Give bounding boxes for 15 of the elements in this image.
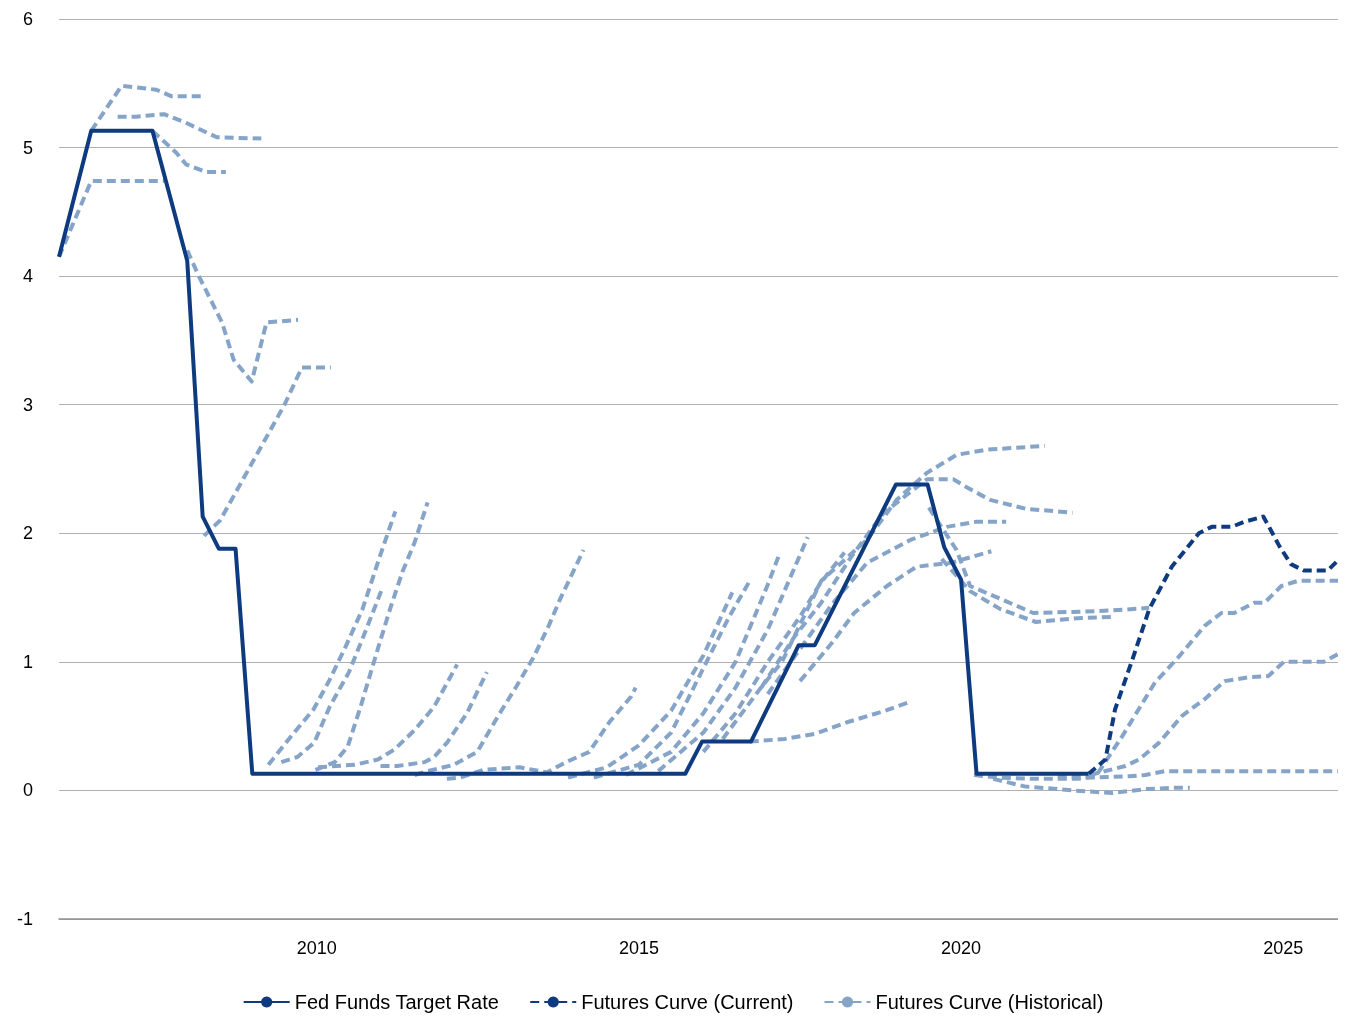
legend-label: Futures Curve (Historical) [875, 991, 1104, 1013]
y-tick-label: 4 [22, 266, 33, 287]
legend-label: Futures Curve (Current) [581, 991, 794, 1013]
y-tick-label: 5 [22, 137, 33, 158]
x-tick-label: 2020 [941, 938, 982, 958]
x-tick-label: 2025 [1263, 938, 1304, 958]
legend-label: Fed Funds Target Rate [294, 991, 499, 1013]
y-tick-label: 0 [22, 780, 33, 801]
y-tick-label: -1 [16, 909, 33, 929]
x-tick-label: 2010 [296, 938, 337, 958]
y-tick-label: 3 [22, 394, 33, 415]
y-tick-label: 2 [22, 523, 33, 544]
y-tick-label: 6 [22, 9, 33, 29]
y-tick-label: 1 [22, 651, 33, 672]
x-tick-label: 2015 [618, 938, 659, 958]
